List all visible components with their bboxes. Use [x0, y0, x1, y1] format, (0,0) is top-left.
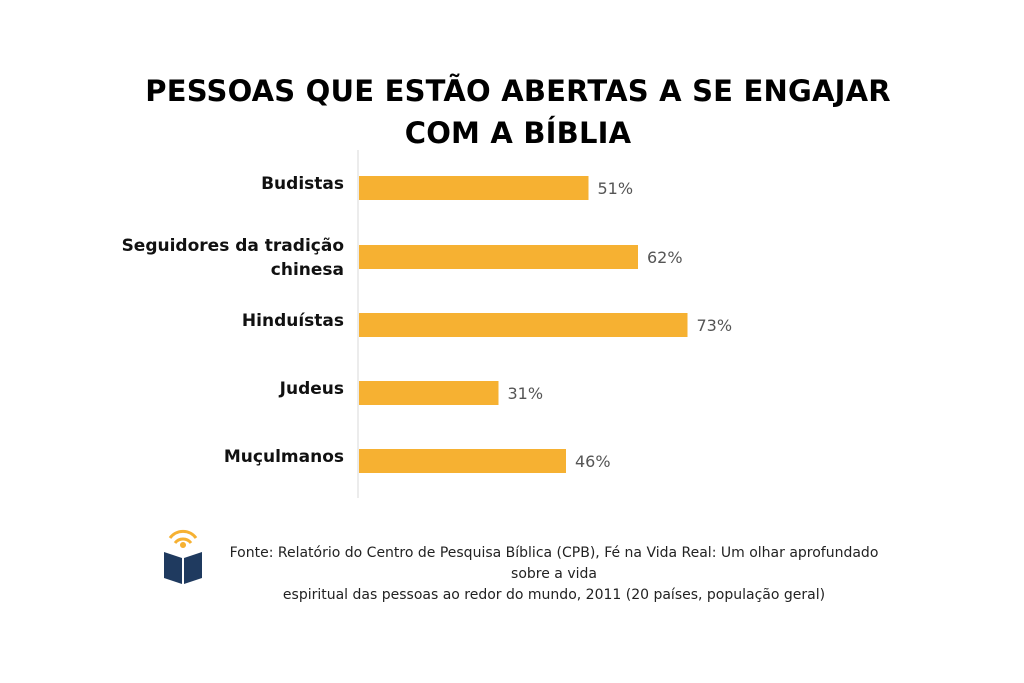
category-label-line: Muçulmanos: [223, 447, 344, 467]
bar-2: [359, 245, 638, 269]
category-label-5: Muçulmanos: [224, 445, 344, 469]
value-label-5: 46%: [575, 452, 611, 471]
category-label-2: Seguidores da tradição chinesa: [122, 234, 344, 282]
value-label-3: 73%: [697, 316, 733, 335]
value-label-4: 31%: [508, 384, 544, 403]
category-label-line: Judeus: [279, 379, 344, 399]
category-label-line: Seguidores da tradição: [121, 236, 344, 256]
category-label-line: Budistas: [261, 174, 344, 194]
source-line-2: espiritual das pessoas ao redor do mundo…: [282, 587, 826, 603]
category-label-3: Hinduístas: [242, 309, 344, 333]
source-caption: Fonte: Relatório do Centro de Pesquisa B…: [214, 543, 894, 606]
category-label-line: Hinduístas: [241, 311, 344, 331]
category-label-line: chinesa: [270, 260, 344, 280]
bar-4: [359, 381, 499, 405]
value-label-2: 62%: [647, 248, 683, 267]
bar-5: [359, 449, 566, 473]
value-label-1: 51%: [598, 179, 634, 198]
bar-1: [359, 176, 589, 200]
chart-title-line-1: PESSOAS QUE ESTÃO ABERTAS A SE ENGAJAR: [145, 74, 891, 108]
category-label-1: Budistas: [261, 172, 344, 196]
bar-3: [359, 313, 688, 337]
open-book-icon: [164, 529, 202, 584]
source-line-1: Fonte: Relatório do Centro de Pesquisa B…: [229, 545, 879, 582]
category-label-4: Judeus: [280, 377, 344, 401]
chart-title-line-2: COM A BÍBLIA: [404, 116, 632, 150]
